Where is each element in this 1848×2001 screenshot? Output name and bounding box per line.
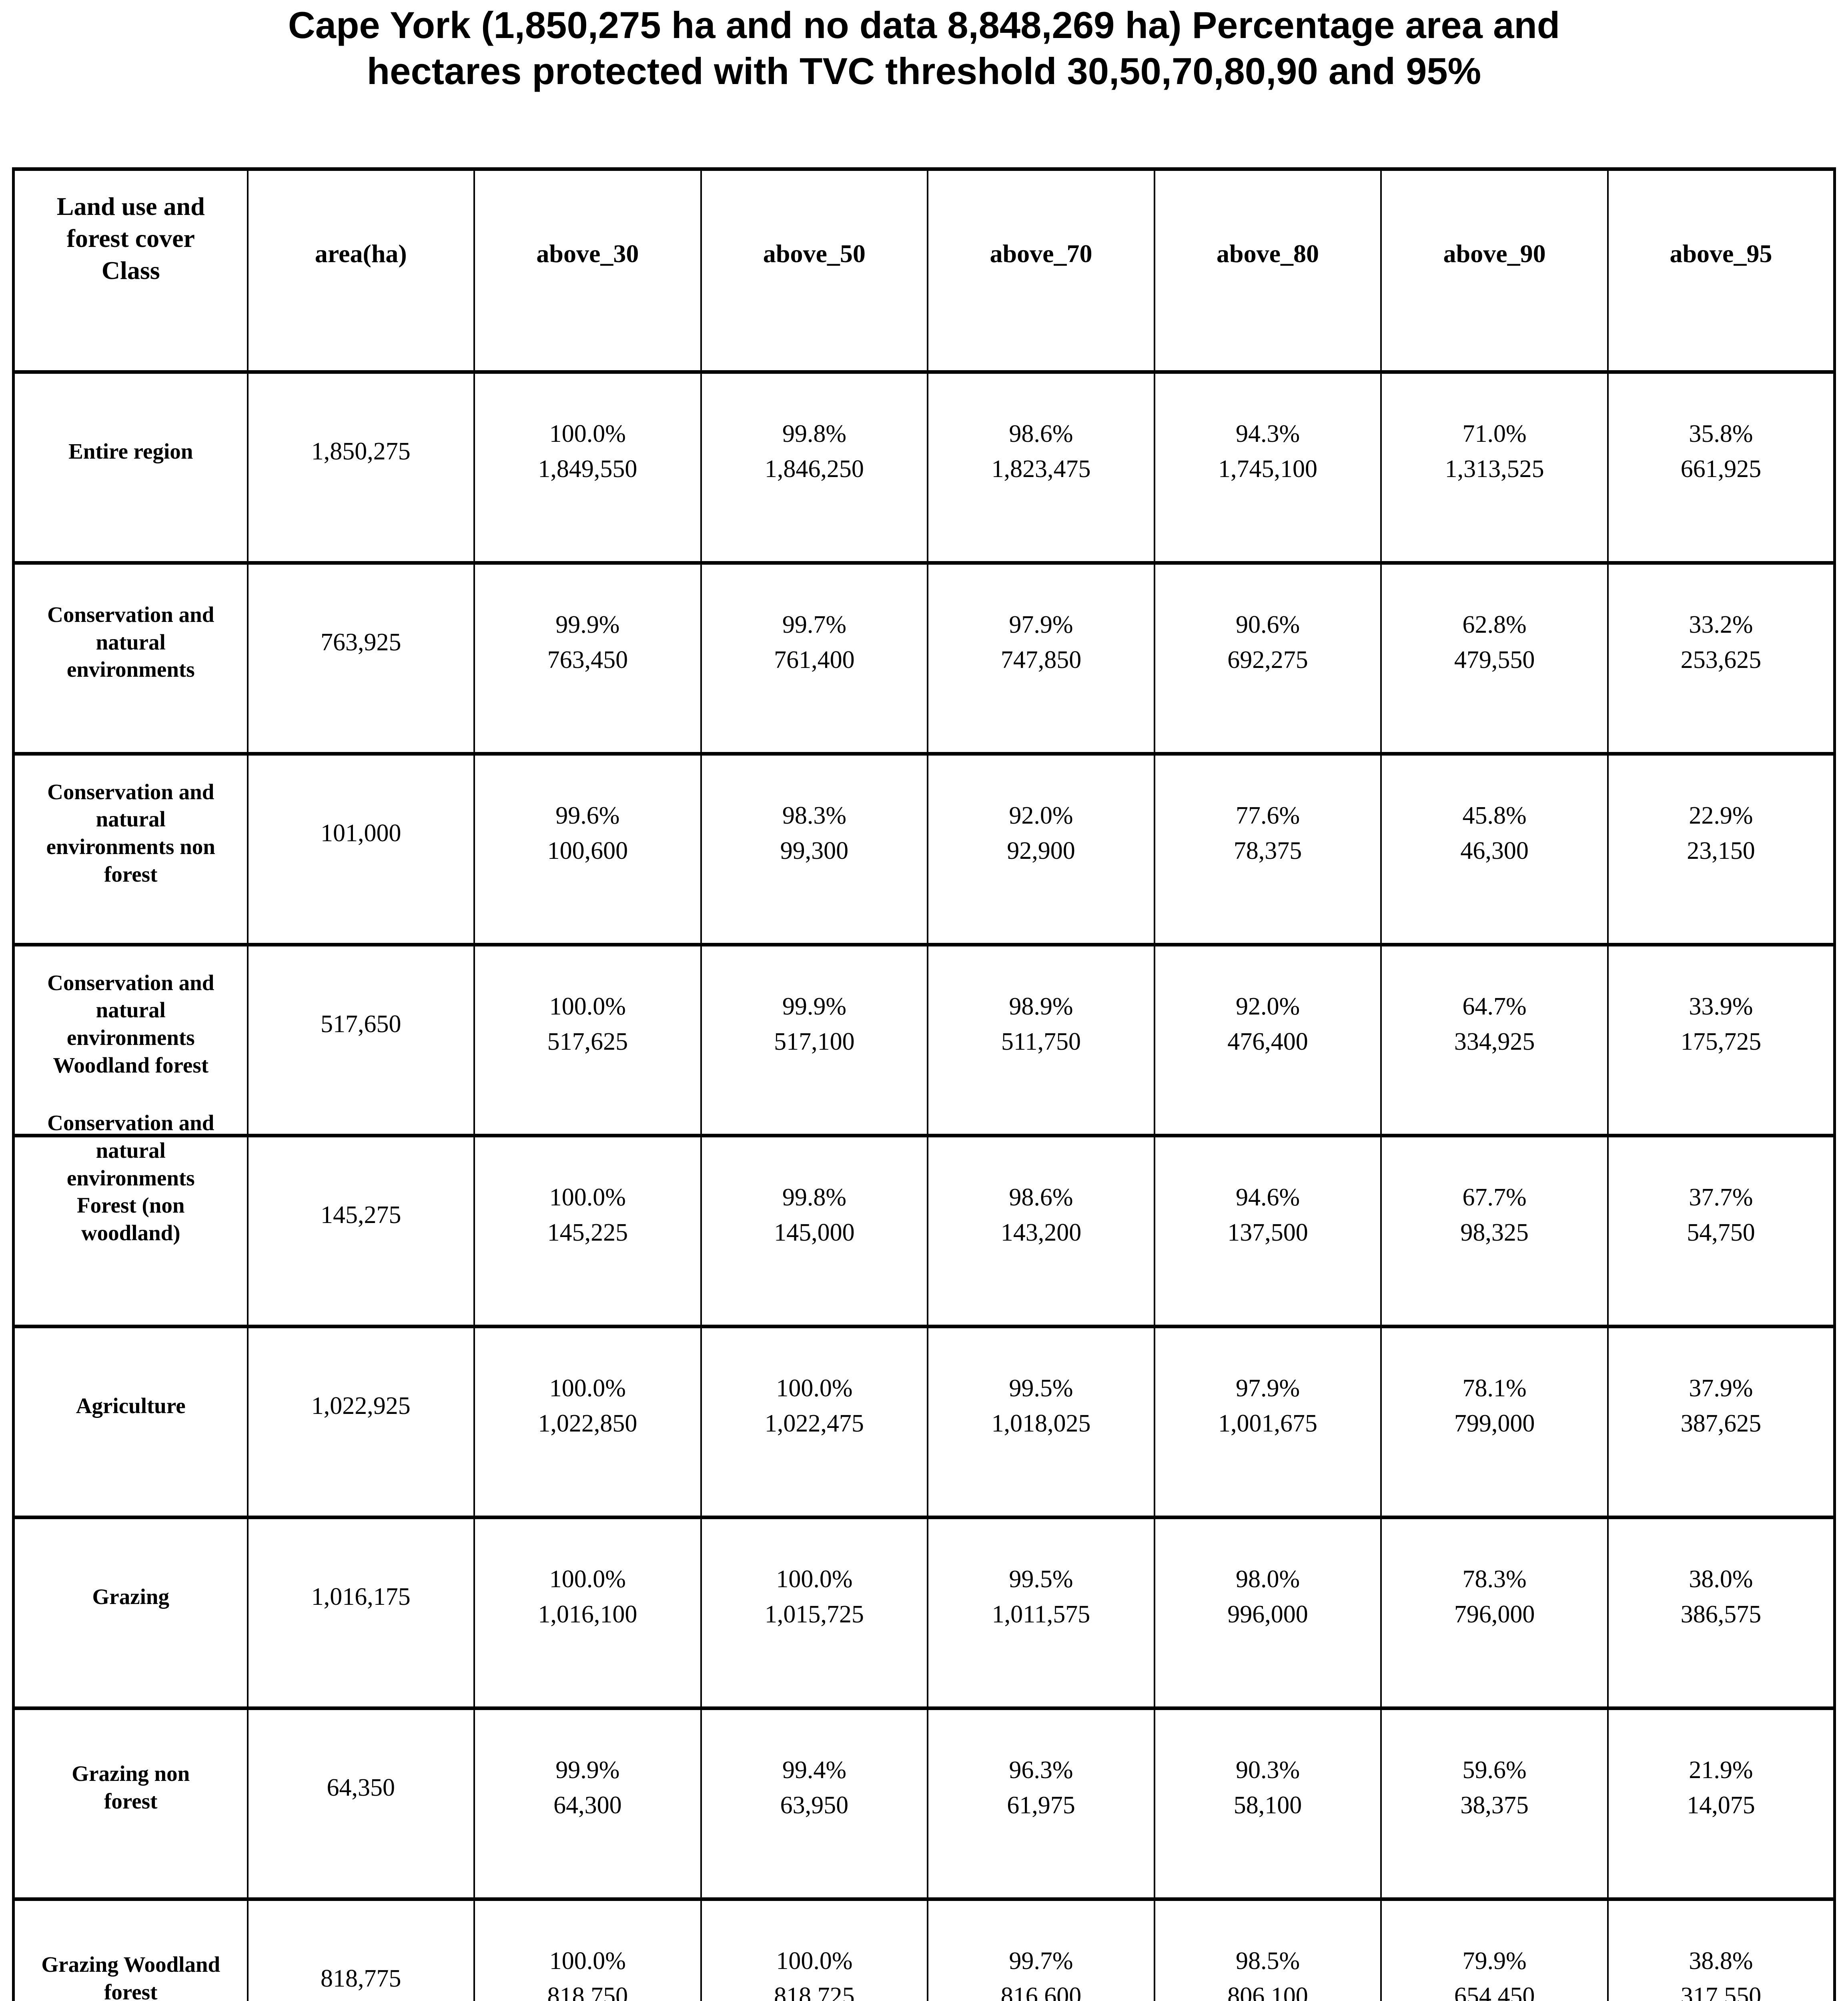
column-header-above_95: above_95 [1607, 167, 1836, 374]
area-cell: 1,850,275 [247, 370, 475, 565]
cell-above_95: 33.2% 253,625 [1607, 561, 1836, 756]
table-row: Conservation and natural environments Woodl… [12, 943, 1836, 1137]
cell-above_70: 98.6% 143,200 [927, 1134, 1155, 1328]
column-header-area(ha): area(ha) [247, 167, 475, 374]
cell-above_50: 99.8% 1,846,250 [700, 370, 929, 565]
cell-above_50: 100.0% 1,022,475 [700, 1325, 929, 1519]
cell-above_50: 99.8% 145,000 [700, 1134, 929, 1328]
row-label-cell: Conservation and natural environments [12, 561, 249, 756]
cell-above_70: 98.6% 1,823,475 [927, 370, 1155, 565]
row-label-cell: Agriculture [12, 1325, 249, 1519]
area-cell: 145,275 [247, 1134, 475, 1328]
cell-above_90: 71.0% 1,313,525 [1380, 370, 1609, 565]
cell-above_30: 99.6% 100,600 [473, 752, 702, 946]
cell-above_70: 99.5% 1,018,025 [927, 1325, 1155, 1519]
cell-above_95: 37.9% 387,625 [1607, 1325, 1836, 1519]
cell-above_95: 22.9% 23,150 [1607, 752, 1836, 946]
table-row: Agriculture 1,022,925 100.0% 1,022,850 100.0… [12, 1325, 1836, 1519]
cell-above_80: 98.5% 806,100 [1153, 1897, 1382, 2001]
cell-above_50: 99.9% 517,100 [700, 943, 929, 1137]
cell-above_50: 99.7% 761,400 [700, 561, 929, 756]
cell-above_90: 62.8% 479,550 [1380, 561, 1609, 756]
row-label-cell: Grazing Woodland forest [12, 1897, 249, 2001]
area-cell: 818,775 [247, 1897, 475, 2001]
cell-above_90: 45.8% 46,300 [1380, 752, 1609, 946]
cell-above_30: 100.0% 517,625 [473, 943, 702, 1137]
cell-above_30: 100.0% 1,022,850 [473, 1325, 702, 1519]
data-table: Land use and forest cover Class area(ha) abo… [12, 167, 1836, 2001]
column-header-above_70: above_70 [927, 167, 1155, 374]
row-label-cell: Conservation and natural environments Woodl… [12, 943, 249, 1137]
page-title-line1: Cape York (1,850,275 ha and no data 8,84… [288, 4, 1560, 46]
table-row: Conservation and natural environments 763,9… [12, 561, 1836, 756]
cell-above_80: 94.3% 1,745,100 [1153, 370, 1382, 565]
cell-above_80: 90.6% 692,275 [1153, 561, 1382, 756]
cell-above_80: 97.9% 1,001,675 [1153, 1325, 1382, 1519]
cell-above_90: 79.9% 654,450 [1380, 1897, 1609, 2001]
column-header-above_50: above_50 [700, 167, 929, 374]
cell-above_70: 98.9% 511,750 [927, 943, 1155, 1137]
cell-above_70: 99.7% 816,600 [927, 1897, 1155, 2001]
column-header-above_90: above_90 [1380, 167, 1609, 374]
area-cell: 1,016,175 [247, 1516, 475, 1710]
table-row: Conservation and natural environments non f… [12, 752, 1836, 946]
row-label-cell: Entire region [12, 370, 249, 565]
table-row: Grazing 1,016,175 100.0% 1,016,100 100.0% 1,0… [12, 1516, 1836, 1710]
cell-above_90: 78.3% 796,000 [1380, 1516, 1609, 1710]
cell-above_95: 35.8% 661,925 [1607, 370, 1836, 565]
table-row: Entire region 1,850,275 100.0% 1,849,550 99.… [12, 370, 1836, 565]
cell-above_70: 97.9% 747,850 [927, 561, 1155, 756]
table-header: Land use and forest cover Class area(ha) abo… [12, 167, 1836, 374]
cell-above_80: 98.0% 996,000 [1153, 1516, 1382, 1710]
row-label-cell: Grazing non forest [12, 1706, 249, 1901]
row-label-cell: Conservation and natural environments Fores… [12, 1111, 249, 1328]
table-row: Conservation and natural environments Fores… [12, 1111, 1836, 1328]
area-cell: 1,022,925 [247, 1325, 475, 1519]
page-title-line2: hectares protected with TVC threshold 30… [367, 50, 1481, 92]
area-cell: 763,925 [247, 561, 475, 756]
page-title: Cape York (1,850,275 ha and no data 8,84… [144, 2, 1704, 94]
cell-above_50: 99.4% 63,950 [700, 1706, 929, 1901]
cell-above_95: 21.9% 14,075 [1607, 1706, 1836, 1901]
column-header-class: Land use and forest cover Class [12, 167, 249, 374]
table-row: Grazing non forest 64,350 99.9% 64,300 99.4% 6… [12, 1706, 1836, 1901]
cell-above_50: 100.0% 818,725 [700, 1897, 929, 2001]
area-cell: 517,650 [247, 943, 475, 1137]
cell-above_30: 100.0% 145,225 [473, 1134, 702, 1328]
cell-above_80: 90.3% 58,100 [1153, 1706, 1382, 1901]
cell-above_95: 33.9% 175,725 [1607, 943, 1836, 1137]
cell-above_70: 99.5% 1,011,575 [927, 1516, 1155, 1710]
cell-above_30: 100.0% 818,750 [473, 1897, 702, 2001]
cell-above_70: 92.0% 92,900 [927, 752, 1155, 946]
cell-above_30: 100.0% 1,016,100 [473, 1516, 702, 1710]
cell-above_70: 96.3% 61,975 [927, 1706, 1155, 1901]
cell-above_80: 92.0% 476,400 [1153, 943, 1382, 1137]
area-cell: 101,000 [247, 752, 475, 946]
cell-above_90: 59.6% 38,375 [1380, 1706, 1609, 1901]
cell-above_80: 77.6% 78,375 [1153, 752, 1382, 946]
row-label-cell: Grazing [12, 1516, 249, 1710]
column-header-above_80: above_80 [1153, 167, 1382, 374]
area-cell: 64,350 [247, 1706, 475, 1901]
cell-above_90: 78.1% 799,000 [1380, 1325, 1609, 1519]
cell-above_50: 100.0% 1,015,725 [700, 1516, 929, 1710]
table-row: Grazing Woodland forest 818,775 100.0% 818,7… [12, 1897, 1836, 2001]
row-label-cell: Conservation and natural environments non f… [12, 752, 249, 946]
cell-above_90: 64.7% 334,925 [1380, 943, 1609, 1137]
header-row: Land use and forest cover Class area(ha) abo… [12, 167, 1836, 374]
cell-above_30: 100.0% 1,849,550 [473, 370, 702, 565]
cell-above_95: 38.8% 317,550 [1607, 1897, 1836, 2001]
cell-above_95: 37.7% 54,750 [1607, 1134, 1836, 1328]
column-header-above_30: above_30 [473, 167, 702, 374]
cell-above_30: 99.9% 763,450 [473, 561, 702, 756]
table-body: Entire region 1,850,275 100.0% 1,849,550 99.… [12, 370, 1836, 2001]
cell-above_50: 98.3% 99,300 [700, 752, 929, 946]
cell-above_95: 38.0% 386,575 [1607, 1516, 1836, 1710]
cell-above_30: 99.9% 64,300 [473, 1706, 702, 1901]
cell-above_90: 67.7% 98,325 [1380, 1134, 1609, 1328]
cell-above_80: 94.6% 137,500 [1153, 1134, 1382, 1328]
